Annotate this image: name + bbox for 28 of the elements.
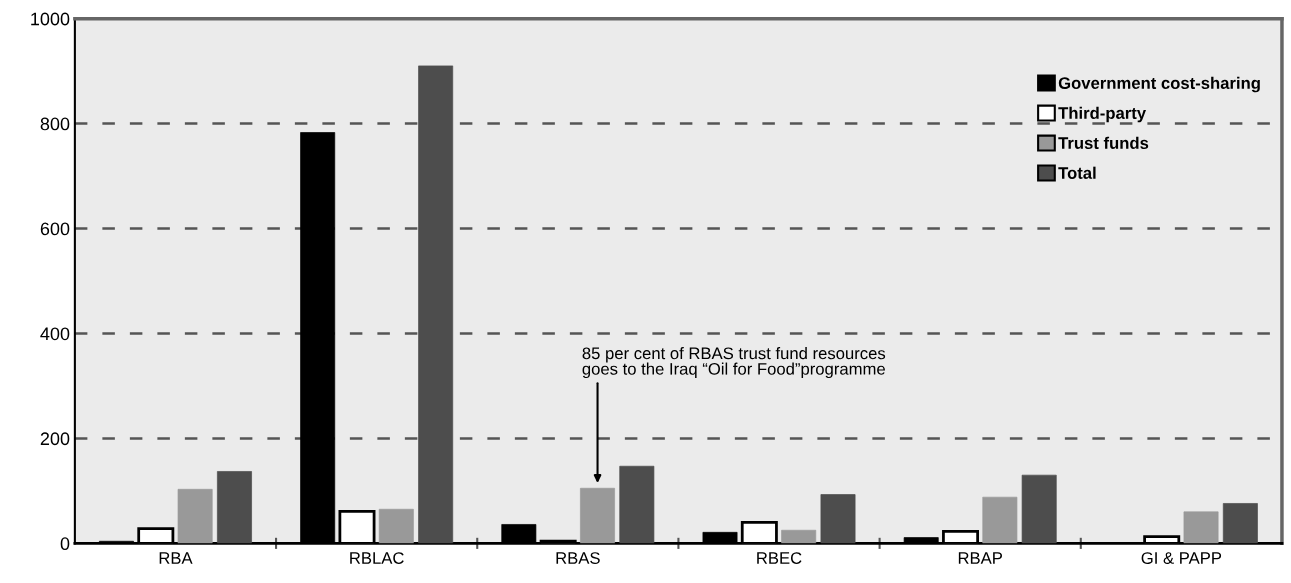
bar: [619, 465, 655, 544]
legend-label: Total: [1058, 166, 1096, 179]
y-tick-label: 600: [40, 222, 70, 236]
legend-label: Third-party: [1058, 106, 1146, 123]
x-tick-label: RBAP: [958, 552, 1002, 564]
bar: [378, 508, 414, 544]
y-tick-label: 400: [40, 327, 70, 341]
bar: [1183, 511, 1219, 544]
bar: [217, 471, 252, 544]
y-tick-label: 0: [60, 537, 70, 551]
bar: [1222, 503, 1258, 544]
x-tick-label: RBAS: [556, 552, 600, 564]
bar: [1021, 474, 1057, 544]
bar: [982, 496, 1018, 544]
bar: [580, 487, 615, 544]
annotation: 85 per cent of RBAS trust fund resources goes to the Iraq “Oil for Food”programme: [582, 347, 886, 379]
bar: [820, 494, 856, 544]
x-tick-label: RBEC: [757, 552, 802, 564]
legend-label: Government cost-sharing: [1058, 76, 1260, 93]
y-tick-label: 1000: [31, 12, 70, 26]
bar: [781, 529, 817, 544]
y-tick-label: 800: [40, 117, 70, 131]
legend-label: Trust funds: [1058, 136, 1149, 149]
bar: [177, 488, 213, 544]
x-tick-label: RBLAC: [350, 552, 404, 564]
x-tick-label: RBA: [159, 552, 193, 564]
y-tick-label: 200: [40, 432, 70, 446]
x-tick-label: GI & PAPP: [1141, 552, 1222, 564]
